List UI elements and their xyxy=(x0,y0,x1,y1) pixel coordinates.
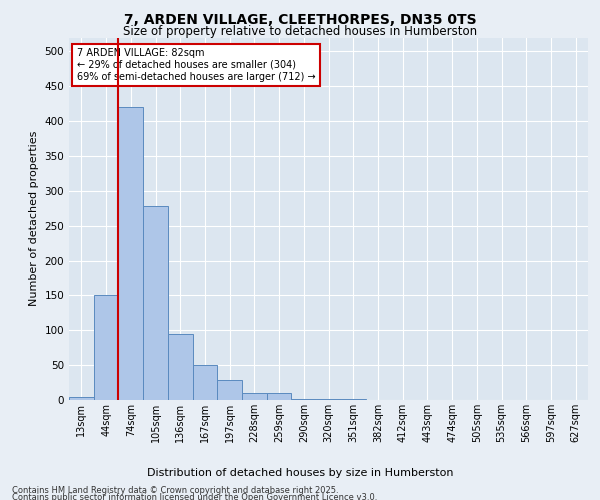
Bar xyxy=(193,365,217,400)
Bar xyxy=(69,396,94,400)
Bar xyxy=(292,398,316,400)
Text: 7 ARDEN VILLAGE: 82sqm
← 29% of detached houses are smaller (304)
69% of semi-de: 7 ARDEN VILLAGE: 82sqm ← 29% of detached… xyxy=(77,48,316,82)
Bar xyxy=(168,334,193,400)
Bar xyxy=(242,393,267,400)
Text: Distribution of detached houses by size in Humberston: Distribution of detached houses by size … xyxy=(147,468,453,477)
Text: Size of property relative to detached houses in Humberston: Size of property relative to detached ho… xyxy=(123,25,477,38)
Text: 7, ARDEN VILLAGE, CLEETHORPES, DN35 0TS: 7, ARDEN VILLAGE, CLEETHORPES, DN35 0TS xyxy=(124,12,476,26)
Bar xyxy=(267,393,292,400)
Bar xyxy=(143,206,168,400)
Y-axis label: Number of detached properties: Number of detached properties xyxy=(29,131,39,306)
Text: Contains public sector information licensed under the Open Government Licence v3: Contains public sector information licen… xyxy=(12,493,377,500)
Bar xyxy=(118,107,143,400)
Bar xyxy=(94,296,118,400)
Text: Contains HM Land Registry data © Crown copyright and database right 2025.: Contains HM Land Registry data © Crown c… xyxy=(12,486,338,495)
Bar xyxy=(217,380,242,400)
